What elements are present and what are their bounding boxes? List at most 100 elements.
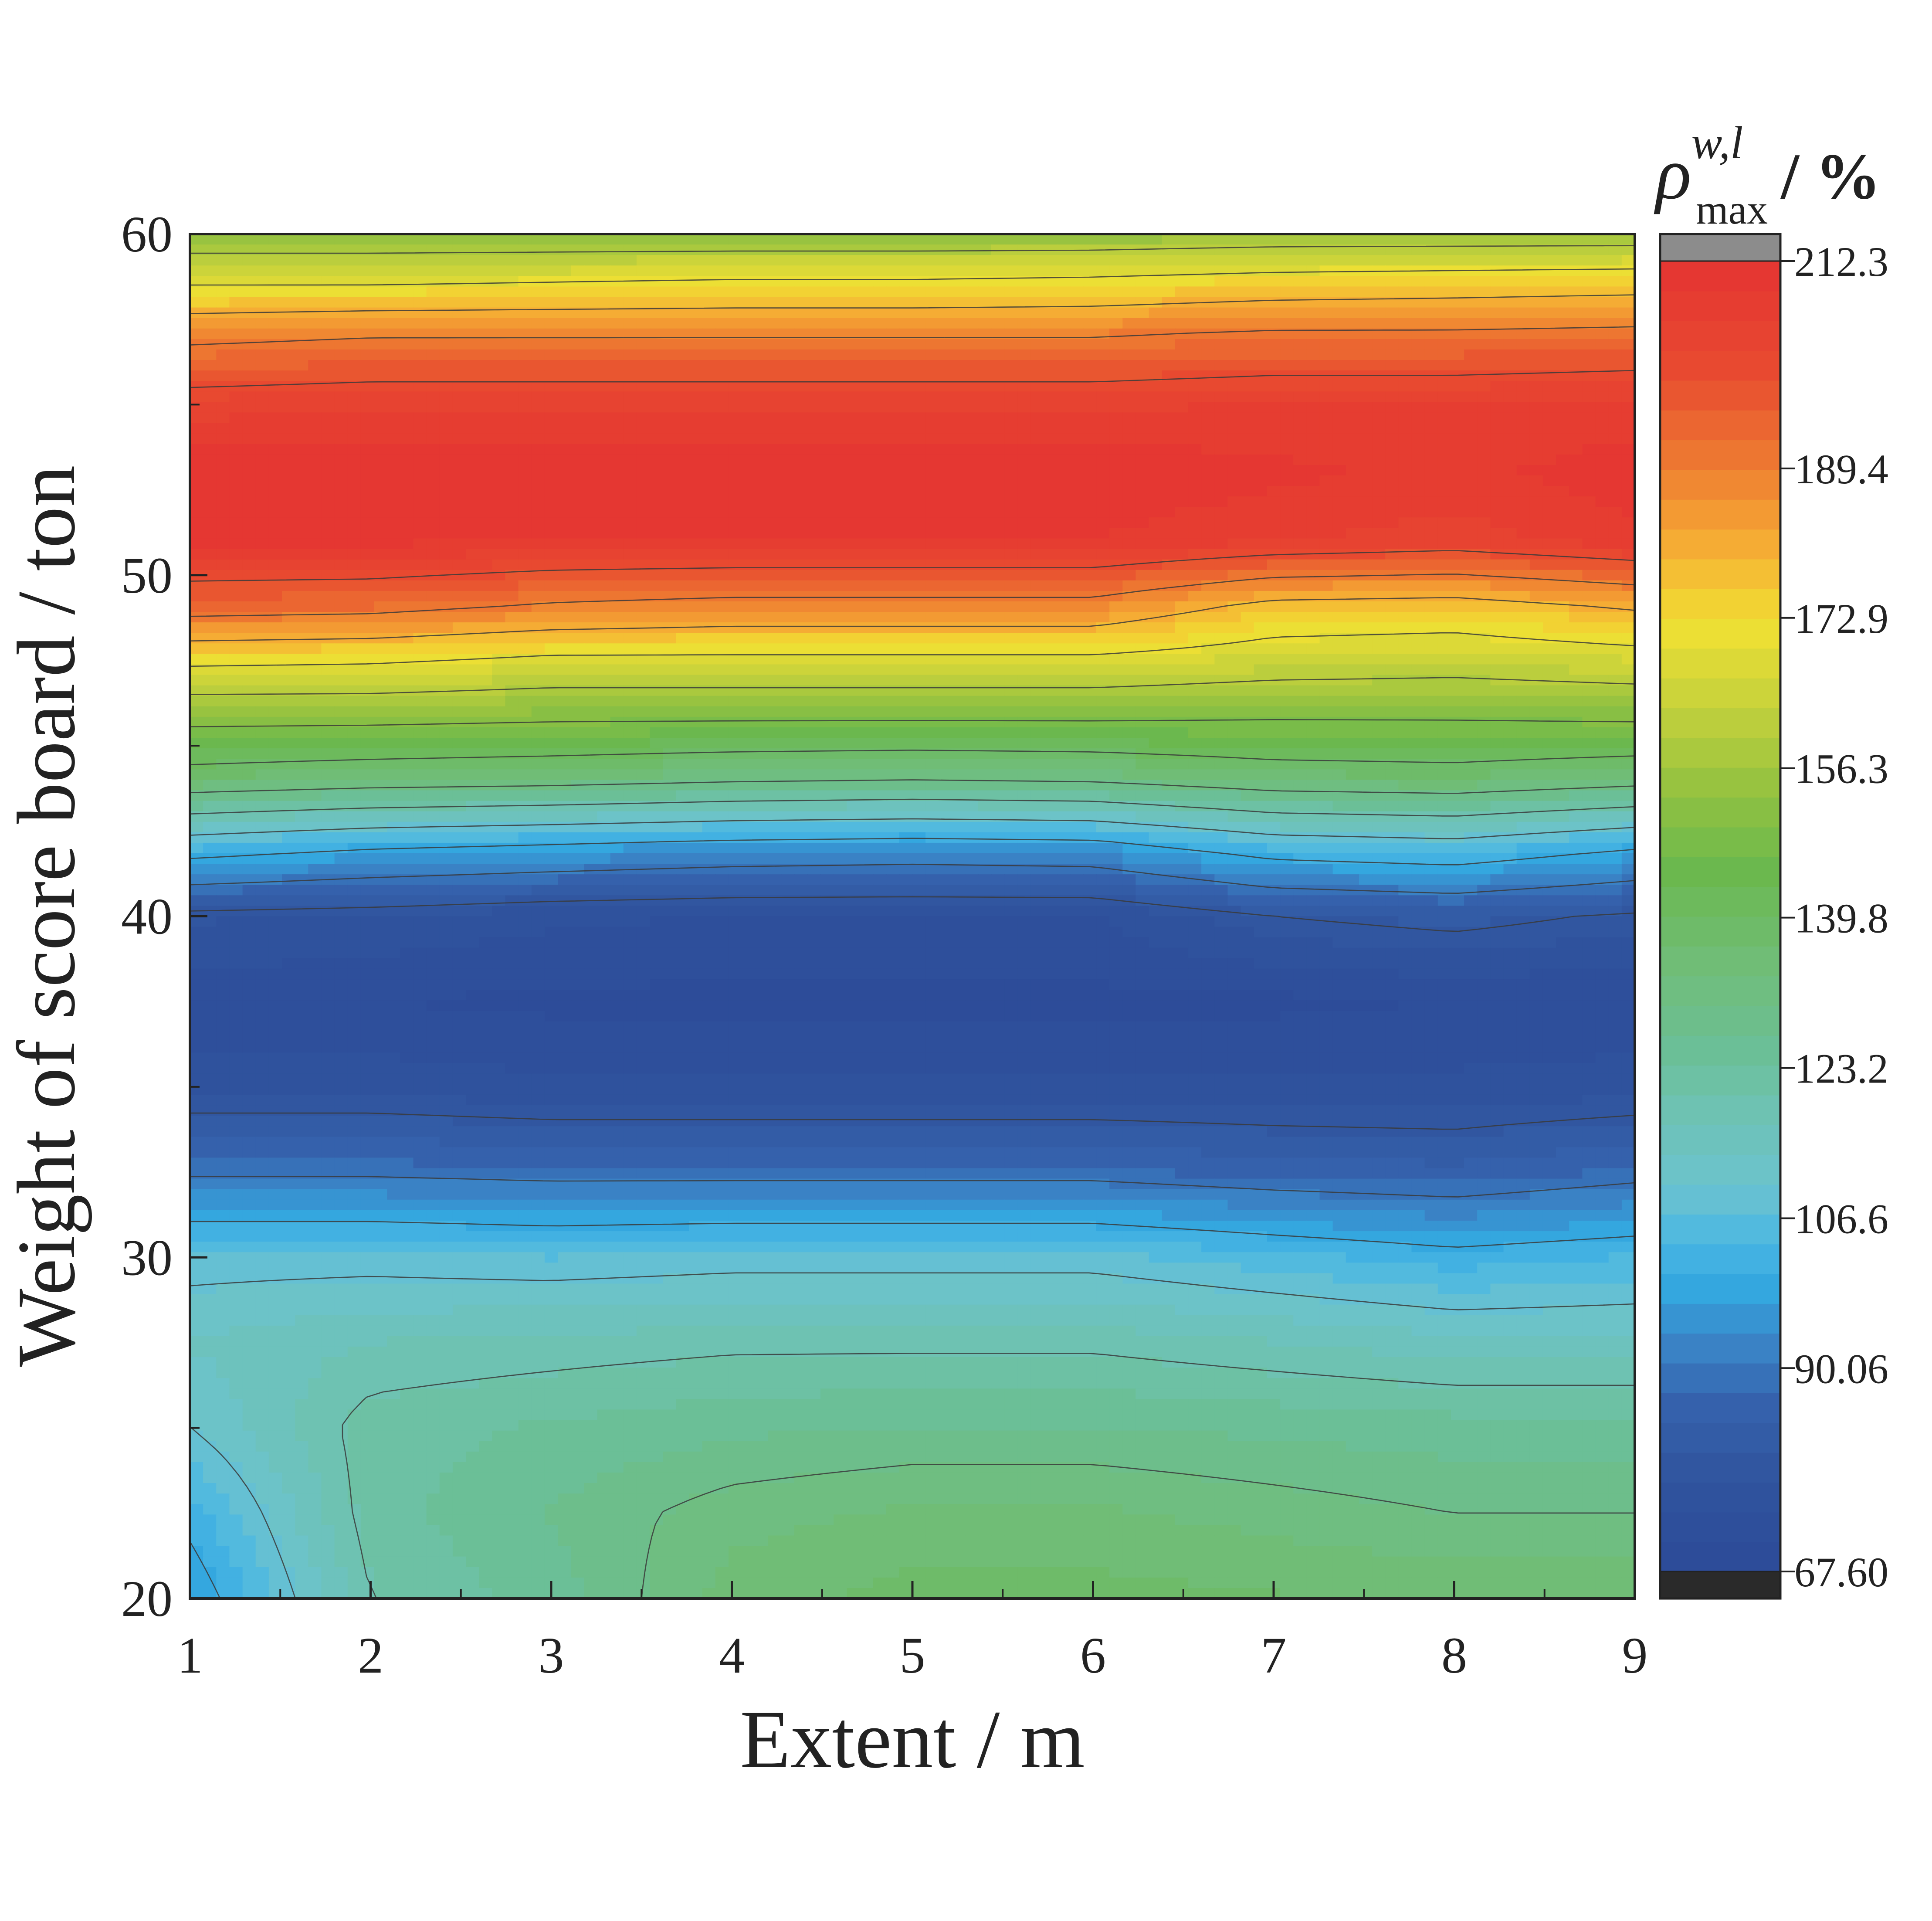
contour-cell [1306,255,1320,266]
contour-cell [689,297,703,308]
contour-cell [1227,339,1241,350]
contour-cell [610,612,624,623]
contour-cell [387,360,401,371]
contour-cell [650,307,664,319]
contour-cell [1621,528,1635,539]
contour-cell [663,570,677,581]
contour-cell [321,286,335,298]
contour-cell [1385,255,1399,266]
contour-cell [610,297,624,308]
contour-cell [1608,496,1623,508]
contour-cell [1044,307,1058,319]
contour-cell [939,675,952,686]
contour-cell [715,643,729,655]
contour-cell [1044,591,1058,602]
contour-cell [1135,255,1149,266]
contour-cell [1057,349,1071,361]
contour-cell [413,570,427,581]
contour-cell [952,675,966,686]
contour-cell [518,675,532,686]
contour-cell [1135,570,1149,581]
contour-cell [426,559,440,570]
contour-cell [715,255,729,266]
contour-cell [912,349,926,361]
contour-cell [1346,685,1360,696]
contour-cell [426,307,440,319]
contour-cell [452,696,467,707]
contour-cell [308,517,322,529]
contour-cell [439,601,454,613]
contour-cell [847,318,861,329]
contour-cell [834,643,847,655]
contour-cell [1241,328,1254,340]
contour-cell [1122,675,1136,686]
contour-cell [1398,307,1412,319]
contour-cell [1411,444,1425,455]
contour-cell [860,696,874,707]
contour-cell [584,633,598,644]
contour-cell [413,654,427,665]
contour-cell [1621,370,1635,382]
contour-cell [755,276,769,287]
contour-cell [1017,517,1031,529]
contour-cell [308,622,322,634]
contour-cell [518,423,532,434]
contour-cell [610,685,624,696]
contour-cell [1556,559,1570,570]
contour-cell [387,528,401,539]
contour-cell [794,580,808,592]
contour-cell [1227,507,1241,518]
contour-cell [1096,559,1110,570]
contour-cell [715,412,729,424]
contour-cell [676,486,690,497]
contour-cell [1319,381,1333,392]
contour-cell [952,517,966,529]
contour-cell [807,685,821,696]
contour-cell [1254,234,1268,245]
contour-cell [636,370,651,382]
contour-cell [1464,454,1478,466]
contour-cell [689,265,703,277]
contour-cell [1451,601,1465,613]
contour-cell [1201,507,1215,518]
contour-cell [466,570,480,581]
contour-cell [597,349,611,361]
contour-cell [794,339,808,350]
contour-cell [360,559,375,570]
contour-cell [715,517,729,529]
contour-cell [1149,402,1163,413]
contour-cell [1017,528,1031,539]
contour-cell [308,612,322,623]
contour-cell [374,538,388,550]
contour-cell [1057,549,1071,560]
contour-cell [1411,286,1425,298]
contour-cell [321,475,335,487]
contour-cell [1477,696,1491,707]
contour-cell [702,444,716,455]
contour-cell [952,507,966,518]
contour-cell [387,706,401,718]
contour-cell [834,297,847,308]
contour-cell [268,549,283,560]
contour-cell [939,528,952,539]
contour-cell [584,423,598,434]
contour-cell [623,433,637,445]
contour-cell [663,664,677,675]
contour-cell [676,244,690,256]
contour-cell [847,664,861,675]
contour-cell [873,538,887,550]
contour-cell [925,391,939,403]
contour-cell [584,675,598,686]
contour-cell [1411,538,1425,550]
contour-cell [991,559,1005,570]
contour-cell [334,328,348,340]
contour-cell [676,591,690,602]
contour-cell [650,297,664,308]
contour-cell [1529,286,1544,298]
contour-cell [374,496,388,508]
contour-cell [1332,559,1346,570]
contour-cell [1346,402,1360,413]
contour-cell [1411,685,1425,696]
contour-cell [268,633,283,644]
contour-cell [1621,412,1635,424]
